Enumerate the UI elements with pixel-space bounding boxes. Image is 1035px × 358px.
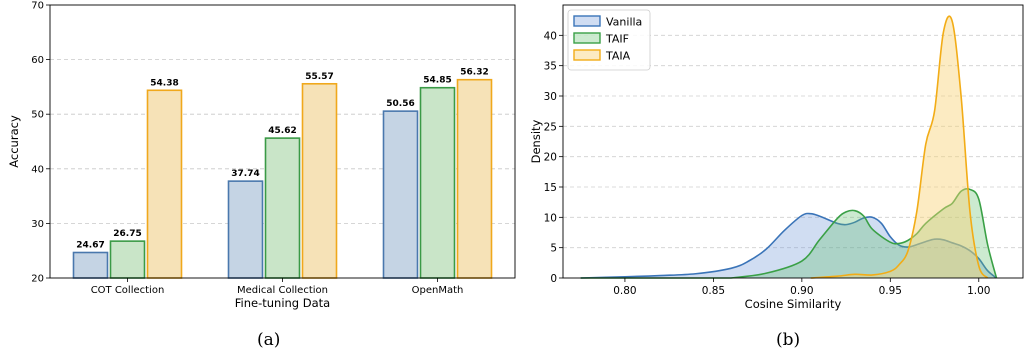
y-tick-label: 50 — [31, 110, 44, 121]
legend-swatch — [573, 49, 601, 61]
x-tick-label: 0.80 — [613, 285, 636, 297]
y-tick-label: 40 — [544, 30, 557, 42]
x-tick-label: 1.00 — [967, 285, 990, 297]
legend-label: TAIA — [605, 50, 631, 63]
density-area-2 — [810, 16, 988, 279]
density-line-0 — [580, 212, 997, 279]
plot-frame — [49, 4, 516, 279]
y-tick-label: 10 — [544, 212, 557, 224]
bar-value-label: 50.56 — [386, 99, 414, 109]
y-tick-label: 0 — [550, 273, 557, 285]
legend-label: TAIF — [605, 33, 629, 46]
bar-2-2 — [456, 78, 493, 279]
y-tick-label: 5 — [550, 243, 557, 255]
bar-0-0 — [72, 251, 109, 279]
bar-2-0 — [146, 89, 183, 279]
x-tick-label: Medical Collection — [237, 285, 328, 296]
density-area-0 — [580, 213, 997, 278]
y-tick-label: 35 — [544, 61, 557, 73]
y-tick-label: 15 — [544, 182, 557, 194]
bar-1-0 — [109, 240, 146, 279]
legend-swatch — [573, 15, 601, 27]
y-tick-label: 20 — [544, 152, 557, 164]
caption-a: (a) — [257, 330, 281, 350]
x-tick-label: 0.90 — [790, 285, 813, 297]
bar-0-2 — [382, 110, 419, 279]
y-tick-label: 25 — [544, 121, 557, 133]
bar-value-label: 56.32 — [460, 68, 488, 78]
caption-b: (b) — [776, 330, 801, 350]
bar-value-label: 55.57 — [305, 72, 333, 82]
bar-value-label: 54.85 — [423, 76, 451, 86]
density-area-1 — [580, 188, 997, 278]
bar-2-1 — [301, 82, 338, 279]
bar-value-label: 24.67 — [76, 241, 104, 251]
y-tick-label: 30 — [31, 219, 44, 230]
y-tick-label: 60 — [31, 55, 44, 66]
bar-value-label: 26.75 — [113, 229, 141, 239]
legend: Vanilla TAIF TAIA — [567, 9, 651, 71]
y-axis-label: Accuracy — [7, 115, 21, 168]
bar-value-label: 45.62 — [268, 126, 296, 136]
bar-value-label: 54.38 — [150, 78, 178, 88]
bar-value-label: 37.74 — [231, 169, 259, 179]
legend-swatch — [573, 32, 601, 44]
x-axis-label: Fine-tuning Data — [235, 296, 330, 310]
y-tick-label: 30 — [544, 91, 557, 103]
x-tick-label: 0.95 — [879, 285, 902, 297]
bar-0-1 — [227, 180, 264, 279]
y-tick-label: 20 — [31, 274, 44, 285]
x-tick-label: 0.85 — [702, 285, 725, 297]
legend-label: Vanilla — [606, 16, 642, 29]
x-tick-label: COT Collection — [91, 285, 165, 296]
y-tick-label: 40 — [31, 164, 44, 175]
x-tick-label: OpenMath — [412, 285, 464, 296]
density-line-1 — [580, 188, 998, 279]
density-chart-cosine: 0.80 0.85 0.90 0.95 1.00 0 5 10 15 20 25 30 35 40 Cosi… — [529, 4, 1024, 311]
bar-chart-accuracy: 24.67 26.75 54.38 COT Collection 37.74 45.62 5… — [7, 1, 516, 310]
bar-1-2 — [419, 86, 456, 279]
density-line-2 — [810, 15, 989, 279]
y-tick-label: 70 — [31, 1, 44, 12]
legend-box — [567, 9, 651, 71]
y-axis-label: Density — [529, 119, 543, 163]
plot-frame — [562, 4, 1024, 279]
bar-1-1 — [264, 137, 301, 279]
x-axis-label: Cosine Similarity — [745, 297, 842, 311]
